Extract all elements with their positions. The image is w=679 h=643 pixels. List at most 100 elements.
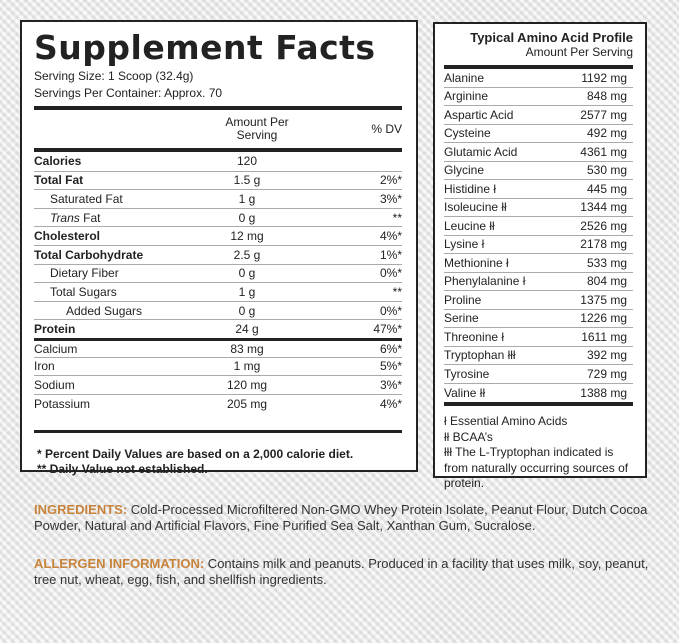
amino-amount: 1611 mg <box>581 329 627 344</box>
amino-amount: 392 mg <box>586 348 627 363</box>
nutrient-amount: 2.5 g <box>233 247 261 262</box>
amino-amount: 1388 mg <box>580 385 627 400</box>
amino-row: Leucine łł 2526 mg <box>444 217 633 236</box>
nutrient-dv: 2%* <box>379 173 402 188</box>
amino-row: Phenylalanine ł 804 mg <box>444 273 633 291</box>
allergen-text: Contains milk and peanuts. Produced in a… <box>34 556 649 587</box>
amino-name: Threonine ł <box>444 329 505 344</box>
nutrient-row: Cholesterol 12 mg 4%* <box>34 226 402 245</box>
nutrient-name: Saturated Fat <box>34 192 222 206</box>
ingredients-text: Cold-Processed Microfiltered Non-GMO Whe… <box>34 502 648 533</box>
nutrient-amount: 0 g <box>238 303 256 318</box>
nutrient-name-text: Total Sugars <box>50 284 117 299</box>
nutrient-row: Total Fat 1.5 g 2%* <box>34 170 402 190</box>
nutrient-name: Sodium <box>34 378 222 392</box>
nutrient-name-italic: Trans <box>50 210 80 225</box>
amino-amount: 1344 mg <box>580 200 627 215</box>
supplement-facts-title: Supplement Facts <box>34 28 376 67</box>
amino-amount: 492 mg <box>586 126 627 141</box>
footnote-bcaa: łł BCAA’s <box>444 429 493 444</box>
amino-row: Alanine 1192 mg <box>444 69 633 88</box>
amino-name: Valine łł <box>444 385 486 400</box>
nutrient-name-text: Total Carbohydrate <box>34 247 144 262</box>
amino-title: Typical Amino Acid Profile <box>470 30 633 45</box>
nutrient-amount: 1 g <box>238 284 256 299</box>
nutrient-amount: 120 <box>236 154 258 169</box>
nutrient-amount: 24 g <box>235 322 259 337</box>
nutrient-name: Calories <box>34 154 222 168</box>
nutrient-amount: 120 mg <box>226 377 268 392</box>
amino-row: Lysine ł 2178 mg <box>444 236 633 254</box>
footnote-tryptophan: łłł The L-Tryptophan indicated is from n… <box>444 445 629 490</box>
nutrient-dv: 3%* <box>379 377 402 392</box>
nutrient-row: Sodium 120 mg 3%* <box>34 375 402 394</box>
nutrient-name-text: Dietary Fiber <box>50 266 119 281</box>
amino-amount: 848 mg <box>586 89 627 104</box>
amount-header: Amount Per Serving <box>225 115 289 142</box>
nutrient-dv: 0%* <box>379 266 402 281</box>
nutrient-amount: 12 mg <box>230 229 264 244</box>
nutrient-name: Calcium <box>34 342 222 356</box>
amino-amount: 729 mg <box>586 366 627 381</box>
nutrient-dv: ** <box>392 284 402 299</box>
dv-header: % DV <box>371 122 402 136</box>
serving-size: Serving Size: 1 Scoop (32.4g) <box>34 69 194 83</box>
amino-row: Cysteine 492 mg <box>444 125 633 143</box>
nutrient-row: Saturated Fat 1 g 3%* <box>34 189 402 208</box>
nutrient-amount: 0 g <box>238 210 256 225</box>
nutrient-row: Added Sugars 0 g 0%* <box>34 300 402 320</box>
ingredients: INGREDIENTS: Cold-Processed Microfiltere… <box>34 502 654 534</box>
nutrient-dv: 4%* <box>379 229 402 244</box>
nutrient-name: Iron <box>34 359 222 373</box>
ingredients-label: INGREDIENTS: <box>34 502 128 517</box>
amino-name: Lysine ł <box>444 237 485 252</box>
nutrient-name-text: Saturated Fat <box>50 191 123 206</box>
nutrient-dv: 5%* <box>379 359 402 374</box>
nutrient-name: Added Sugars <box>34 304 222 318</box>
nutrient-dv: ** <box>392 210 402 225</box>
amino-name: Arginine <box>444 89 489 104</box>
nutrient-name: Total Sugars <box>34 285 222 299</box>
allergen-label: ALLERGEN INFORMATION: <box>34 556 205 571</box>
amino-row: Arginine 848 mg <box>444 88 633 106</box>
nutrient-row: Trans Fat 0 g ** <box>34 207 402 227</box>
nutrient-row: Total Carbohydrate 2.5 g 1%* <box>34 244 402 264</box>
amino-amount: 533 mg <box>586 255 627 270</box>
amino-row: Histidine ł 445 mg <box>444 180 633 199</box>
amino-row: Valine łł 1388 mg <box>444 384 633 403</box>
nutrient-name: Total Carbohydrate <box>34 248 222 262</box>
amino-row: Glutamic Acid 4361 mg <box>444 143 633 162</box>
amino-amount: 2178 mg <box>580 237 627 252</box>
amino-name: Glutamic Acid <box>444 144 518 159</box>
nutrient-name: Cholesterol <box>34 229 222 243</box>
amino-row: Serine 1226 mg <box>444 310 633 328</box>
nutrient-name-text: Total Fat <box>34 173 84 188</box>
amino-name: Proline <box>444 292 482 307</box>
nutrient-row: Dietary Fiber 0 g 0%* <box>34 263 402 283</box>
amino-amount: 445 mg <box>586 181 627 196</box>
amino-subtitle: Amount Per Serving <box>525 45 633 59</box>
nutrient-name: Potassium <box>34 397 222 411</box>
nutrient-row: Iron 1 mg 5%* <box>34 356 402 376</box>
amino-row: Proline 1375 mg <box>444 291 633 310</box>
servings-per-container: Servings Per Container: Approx. 70 <box>34 86 223 100</box>
nutrient-amount: 1 g <box>238 191 256 206</box>
footnote-essential: ł Essential Amino Acids <box>444 414 568 428</box>
amino-name: Histidine ł <box>444 181 497 196</box>
nutrient-amount: 1 mg <box>233 359 261 374</box>
amino-acid-panel: Typical Amino Acid Profile Amount Per Se… <box>433 22 647 490</box>
nutrient-name-text: Calories <box>34 154 82 169</box>
amino-row: Tryptophan łłł 392 mg <box>444 347 633 365</box>
amino-row: Aspartic Acid 2577 mg <box>444 106 633 125</box>
amino-row: Methionine ł 533 mg <box>444 254 633 273</box>
nutrient-row: Protein 24 g 47%* <box>34 319 402 338</box>
nutrient-dv: 47%* <box>373 322 402 337</box>
amino-amount: 804 mg <box>586 274 627 289</box>
nutrient-row: Potassium 205 mg 4%* <box>34 393 402 413</box>
amino-name: Tyrosine <box>444 366 490 381</box>
nutrient-row: Total Sugars 1 g ** <box>34 282 402 301</box>
amino-amount: 530 mg <box>586 163 627 178</box>
amino-name: Cysteine <box>444 126 491 141</box>
amino-row: Tyrosine 729 mg <box>444 365 633 384</box>
table-header: Amount Per Serving % DV <box>34 110 402 148</box>
